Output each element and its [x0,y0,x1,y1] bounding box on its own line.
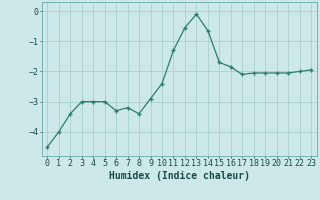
X-axis label: Humidex (Indice chaleur): Humidex (Indice chaleur) [109,171,250,181]
